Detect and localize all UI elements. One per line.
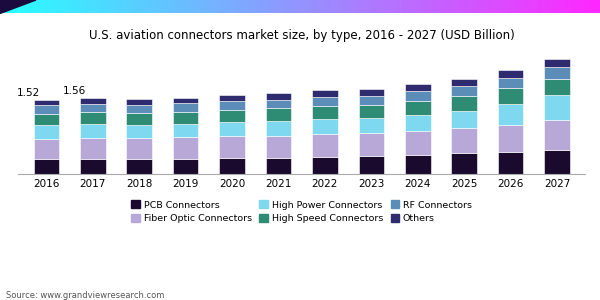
Bar [451, 128, 477, 154]
Bar [405, 130, 431, 155]
Bar [34, 125, 59, 139]
Bar [80, 124, 106, 138]
Bar [173, 124, 199, 137]
Polygon shape [0, 0, 36, 14]
Bar [451, 96, 477, 111]
Bar [498, 88, 523, 104]
Bar [544, 95, 570, 120]
Bar [498, 78, 523, 88]
Bar [359, 133, 384, 156]
Text: Source: www.grandviewresearch.com: Source: www.grandviewresearch.com [6, 291, 164, 300]
Bar [219, 158, 245, 174]
Bar [34, 100, 59, 105]
Bar [219, 95, 245, 101]
Bar [544, 120, 570, 150]
Bar [34, 105, 59, 114]
Bar [219, 122, 245, 136]
Bar [405, 85, 431, 91]
Bar [266, 93, 291, 100]
Title: U.S. aviation connectors market size, by type, 2016 - 2027 (USD Billion): U.S. aviation connectors market size, by… [89, 28, 515, 41]
Bar [544, 79, 570, 95]
Bar [34, 139, 59, 159]
Bar [405, 115, 431, 130]
Bar [312, 106, 338, 119]
Bar [498, 70, 523, 78]
Bar [127, 99, 152, 105]
Bar [34, 159, 59, 174]
Bar [80, 112, 106, 124]
Bar [173, 103, 199, 112]
Bar [312, 97, 338, 106]
Bar [219, 136, 245, 158]
Bar [359, 105, 384, 118]
Bar [451, 154, 477, 174]
Bar [544, 150, 570, 174]
Bar [544, 59, 570, 68]
Bar [219, 110, 245, 122]
Bar [173, 137, 199, 159]
Bar [173, 159, 199, 174]
Bar [359, 89, 384, 96]
Bar [359, 118, 384, 133]
Bar [359, 96, 384, 105]
Legend: PCB Connectors, Fiber Optic Connectors, High Power Connectors, High Speed Connec: PCB Connectors, Fiber Optic Connectors, … [131, 200, 472, 223]
Bar [127, 159, 152, 174]
Bar [80, 104, 106, 112]
Bar [173, 112, 199, 124]
Bar [312, 157, 338, 174]
Bar [80, 159, 106, 174]
Bar [34, 114, 59, 125]
Bar [266, 136, 291, 158]
Bar [359, 156, 384, 174]
Text: 1.52: 1.52 [17, 88, 40, 98]
Bar [451, 111, 477, 128]
Bar [451, 86, 477, 96]
Bar [266, 121, 291, 136]
Bar [405, 155, 431, 174]
Bar [544, 68, 570, 79]
Bar [312, 134, 338, 157]
Bar [80, 138, 106, 159]
Bar [127, 113, 152, 125]
Bar [451, 79, 477, 86]
Bar [127, 138, 152, 159]
Text: 1.56: 1.56 [63, 86, 86, 96]
Bar [498, 104, 523, 125]
Bar [312, 119, 338, 134]
Bar [80, 98, 106, 104]
Bar [266, 158, 291, 174]
Bar [498, 125, 523, 152]
Bar [219, 101, 245, 110]
Bar [127, 105, 152, 113]
Bar [312, 90, 338, 97]
Bar [498, 152, 523, 174]
Bar [173, 98, 199, 103]
Bar [405, 91, 431, 101]
Bar [405, 101, 431, 115]
Bar [127, 125, 152, 138]
Bar [266, 100, 291, 108]
Bar [266, 108, 291, 121]
